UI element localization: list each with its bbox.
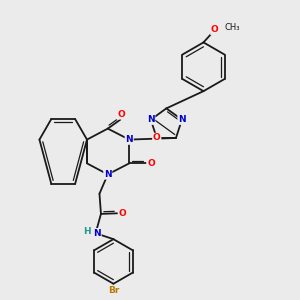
Text: CH₃: CH₃ [224,23,240,32]
Text: Br: Br [108,286,119,295]
Text: N: N [104,170,112,179]
Text: N: N [93,229,101,238]
Text: O: O [147,159,155,168]
Text: O: O [118,209,126,218]
Text: N: N [178,115,186,124]
Text: O: O [211,26,219,34]
Text: O: O [153,134,160,142]
Text: N: N [125,135,133,144]
Text: H: H [83,227,91,236]
Text: O: O [117,110,125,119]
Text: N: N [147,115,154,124]
